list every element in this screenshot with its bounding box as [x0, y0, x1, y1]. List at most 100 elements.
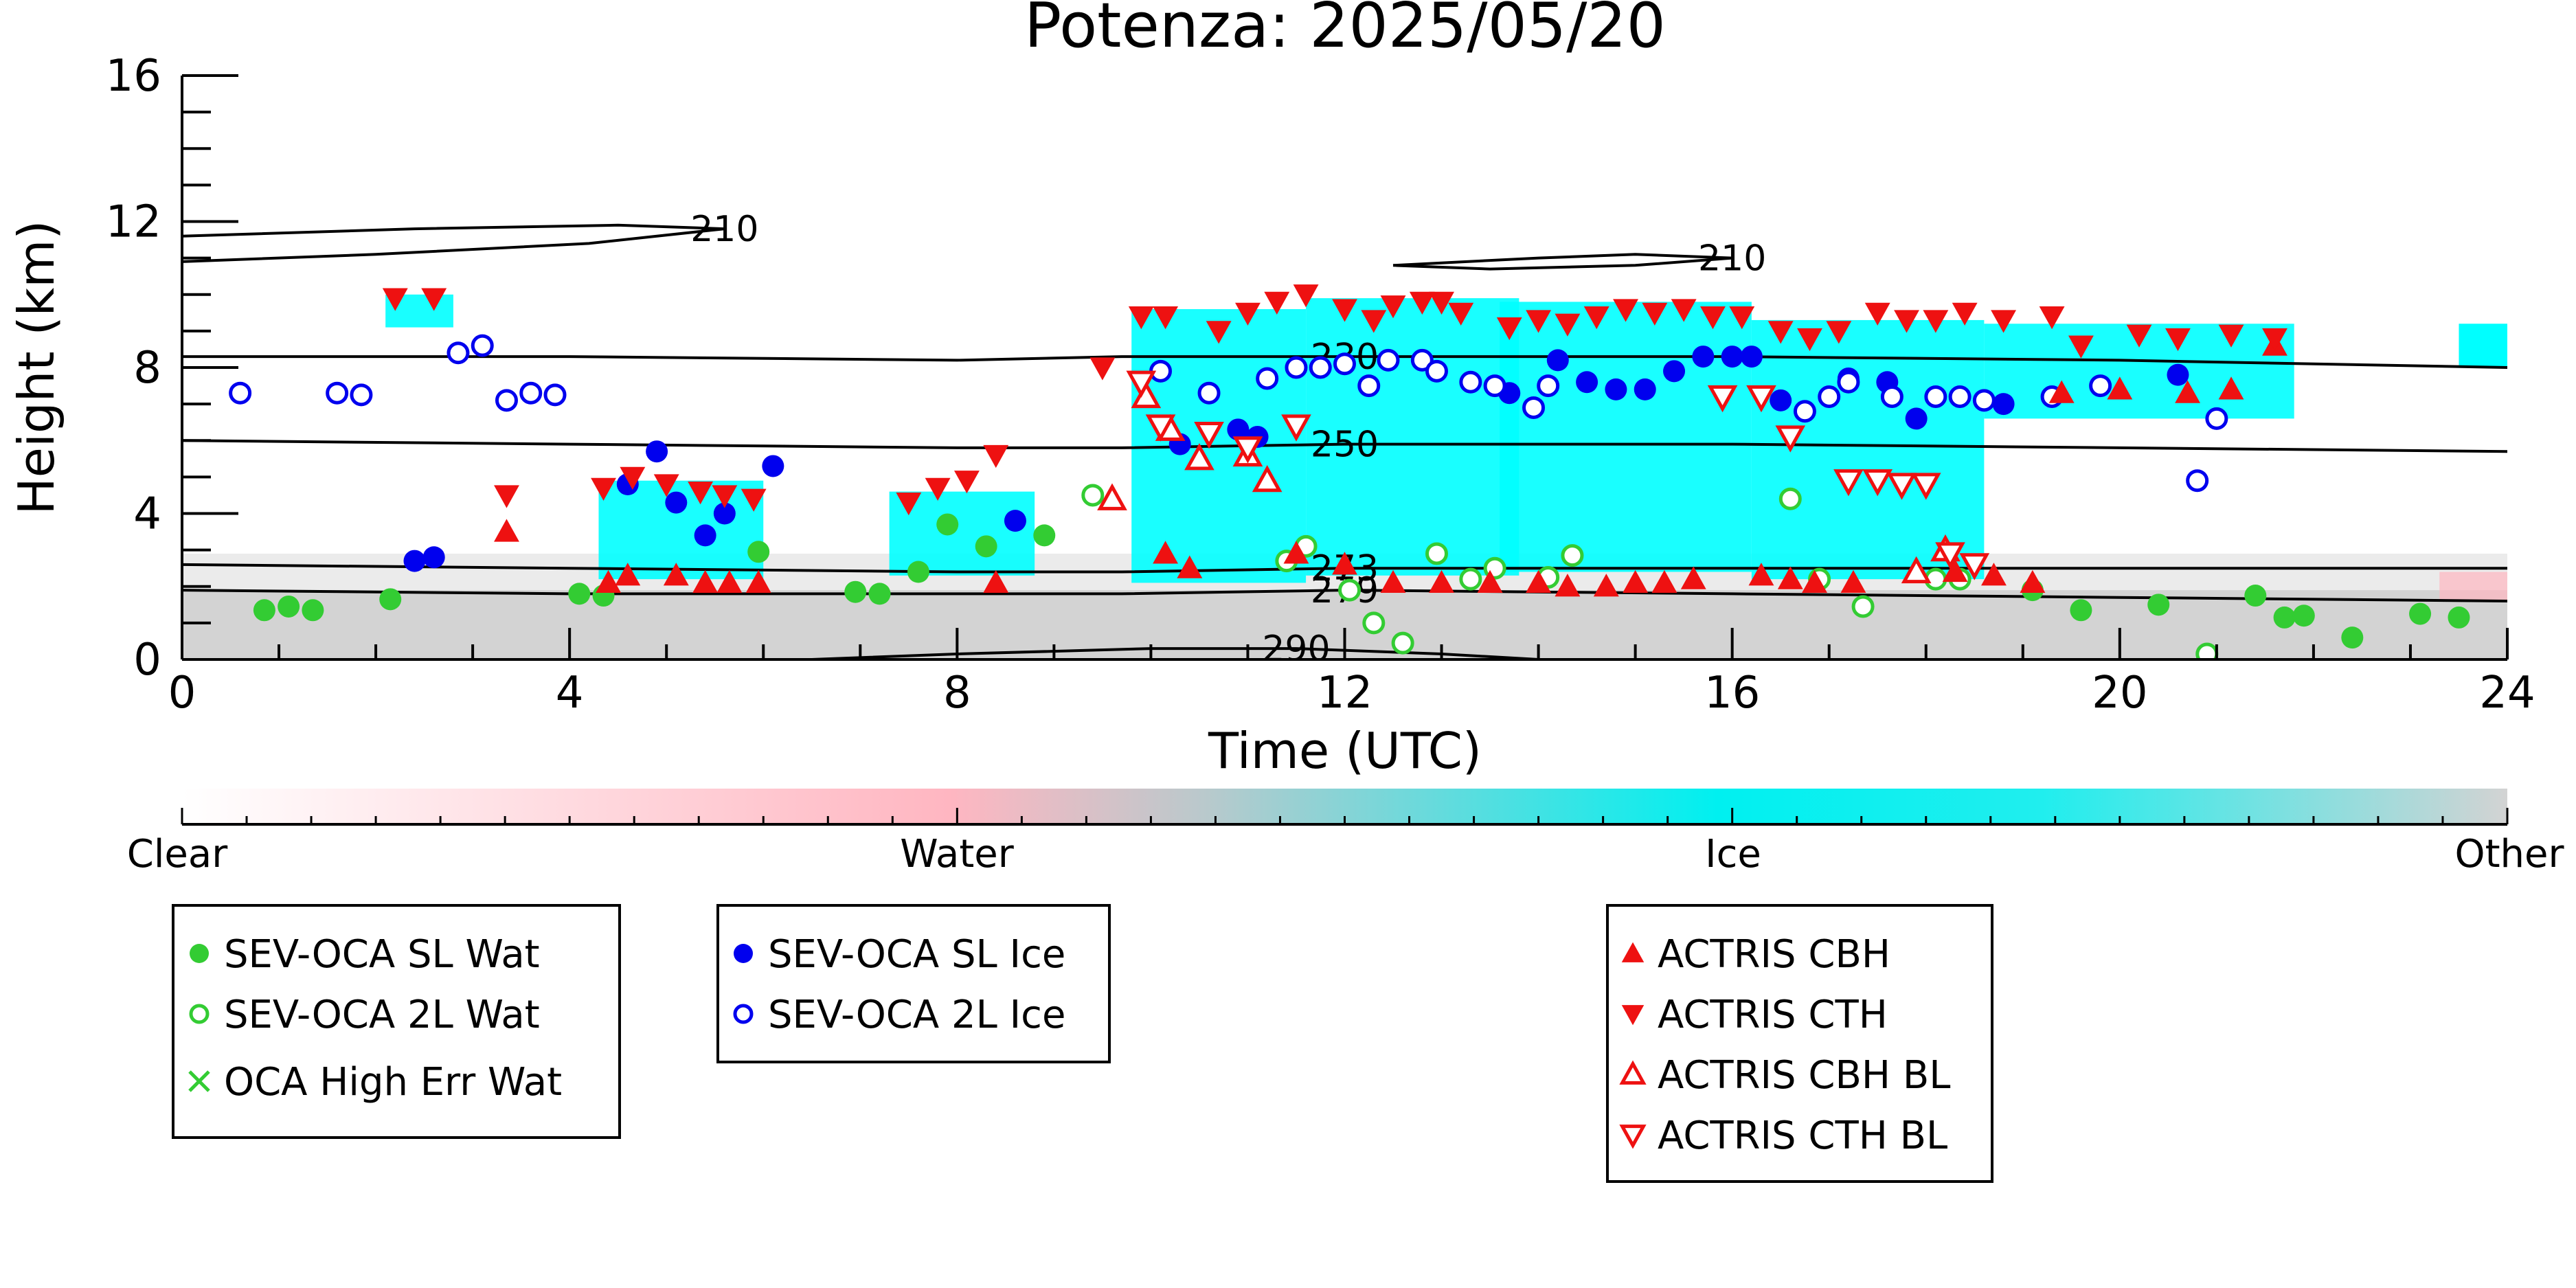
- legend-entry-actris-cbh: ACTRIS CBH: [1621, 932, 1890, 977]
- legend-entry-oca-high-err-wat: OCA High Err Wat: [188, 1060, 562, 1105]
- data-point: [1145, 414, 1176, 442]
- data-point: [1362, 611, 1386, 635]
- data-point: [596, 569, 622, 594]
- data-point: [1886, 473, 1917, 500]
- x-tick-label: 4: [556, 668, 584, 719]
- data-point: [1256, 367, 1279, 390]
- contour-label: 210: [1698, 238, 1766, 280]
- data-point: [1721, 346, 1743, 368]
- data-point: [907, 561, 929, 583]
- data-point: [1935, 542, 1965, 569]
- data-point: [1153, 541, 1179, 564]
- data-point: [733, 1004, 754, 1024]
- data-point: [2186, 469, 2209, 493]
- data-point: [1981, 563, 2007, 586]
- data-point: [1991, 310, 2017, 333]
- data-point: [189, 1004, 210, 1024]
- data-point: [1477, 569, 1503, 594]
- legend-box-actris: [1606, 904, 1993, 1183]
- data-point: [1391, 631, 1414, 655]
- legends: SEV-OCA SL Wat SEV-OCA 2L Wat OCA High Err…: [172, 904, 1993, 1183]
- data-point: [1361, 310, 1387, 333]
- colorbar-label-other: Other: [2454, 832, 2564, 877]
- legend-label: SEV-OCA SL Ice: [768, 932, 1065, 977]
- data-point: [1333, 352, 1356, 376]
- contour-label: 250: [1311, 425, 1379, 466]
- data-point: [653, 474, 679, 497]
- data-point: [1992, 393, 2015, 416]
- data-point: [1864, 302, 1890, 326]
- data-point: [712, 485, 738, 508]
- data-point: [741, 488, 767, 512]
- data-point: [1033, 524, 1056, 547]
- data-point: [1483, 374, 1506, 398]
- data-point: [688, 482, 714, 505]
- data-point: [471, 334, 494, 357]
- data-point: [1459, 370, 1482, 394]
- data-point: [1332, 299, 1357, 322]
- data-point: [1692, 346, 1715, 368]
- data-point: [1128, 306, 1154, 330]
- data-point: [1410, 348, 1434, 372]
- data-point: [1680, 566, 1706, 589]
- data-point: [1671, 299, 1697, 322]
- data-point: [953, 471, 980, 494]
- data-point: [1338, 578, 1362, 602]
- data-point: [2218, 376, 2244, 400]
- x-tick-label: 16: [1704, 668, 1760, 719]
- data-point: [2126, 324, 2152, 348]
- data-point: [1880, 385, 1903, 408]
- ice-region: [2459, 324, 2507, 368]
- contour-line: [811, 647, 1539, 659]
- data-point: [747, 541, 770, 563]
- data-point: [1840, 569, 1866, 594]
- data-point: [1923, 310, 1949, 333]
- x-tick-label: 12: [1317, 668, 1372, 719]
- data-point: [983, 444, 1009, 468]
- data-point: [1905, 407, 1928, 430]
- contour-label: 210: [690, 209, 758, 250]
- data-point: [2262, 328, 2287, 352]
- x-ticks: 0 4 8 12 16 20 24: [168, 628, 2535, 719]
- data-point: [716, 569, 743, 594]
- data-point: [1526, 569, 1552, 594]
- data-point: [1555, 574, 1581, 597]
- contour-line: [182, 563, 2507, 574]
- data-point: [1561, 544, 1584, 567]
- data-point: [1802, 569, 1827, 594]
- data-point: [1197, 381, 1221, 405]
- legend-entry-sev-oca-sl-wat: SEV-OCA SL Wat: [190, 932, 540, 977]
- data-point: [422, 546, 445, 569]
- data-point: [692, 569, 719, 594]
- data-point: [494, 485, 519, 508]
- legend-label: ACTRIS CTH: [1658, 993, 1888, 1037]
- legend-box-ice: [716, 904, 1111, 1063]
- contour-line: [182, 589, 2507, 602]
- data-point: [1380, 569, 1406, 594]
- ice-region: [1306, 298, 1519, 576]
- data-point: [2070, 599, 2092, 622]
- legend-box-water: [172, 904, 621, 1139]
- data-point: [1332, 552, 1357, 575]
- data-point: [1081, 484, 1105, 507]
- data-point: [1797, 328, 1822, 352]
- data-point: [615, 563, 641, 586]
- data-point: [1089, 357, 1116, 381]
- contour-line: [182, 439, 2507, 453]
- data-point: [447, 341, 470, 365]
- data-point: [229, 381, 252, 405]
- data-point: [2048, 380, 2075, 403]
- legend-label: ACTRIS CTH BL: [1658, 1114, 1947, 1158]
- y-tick-label: 4: [133, 489, 161, 540]
- data-point: [646, 440, 668, 463]
- legend-label: ACTRIS CBH: [1658, 932, 1890, 977]
- data-point: [2089, 374, 2112, 398]
- contour-label: 290: [1262, 629, 1330, 670]
- data-point: [1184, 443, 1214, 471]
- ice-region: [1500, 302, 1752, 572]
- data-point: [1862, 469, 1893, 497]
- series-actris-cbh: [494, 332, 2287, 597]
- data-point: [2020, 569, 2046, 594]
- y-axis-label: Height (km): [8, 221, 65, 515]
